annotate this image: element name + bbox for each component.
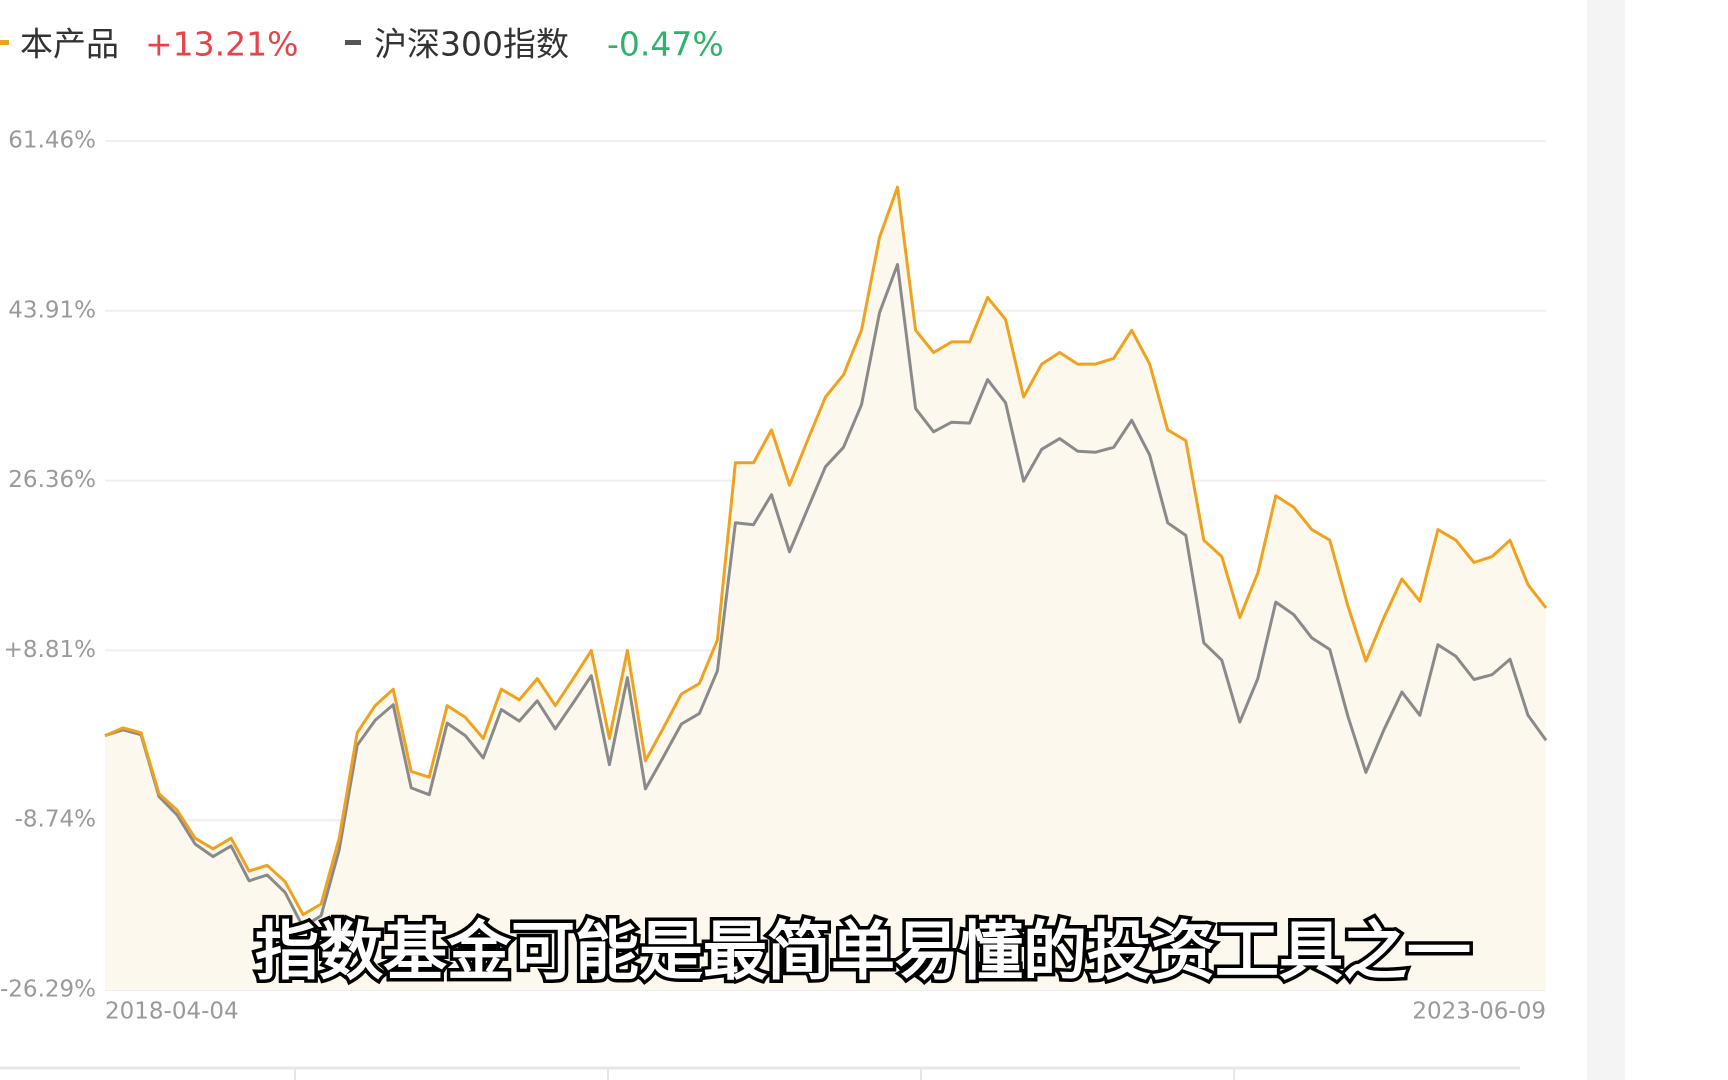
caption: 指数基金可能是最简单易懂的投资工具之一	[255, 916, 1471, 990]
plot	[104, 185, 1548, 991]
y-tick-label: 43.91%	[8, 297, 96, 323]
legend-label: 沪深300指数	[374, 25, 569, 64]
y-tick-label: +8.81%	[4, 637, 96, 663]
line	[104, 185, 1548, 917]
x-tick-label: 2018-04-04	[105, 999, 239, 1025]
legend-swatch	[0, 40, 9, 45]
x-tick-label: 2023-06-09	[1412, 999, 1546, 1025]
legend-swatch	[345, 40, 361, 45]
y-tick-label: 61.46%	[8, 128, 96, 154]
area	[105, 187, 1546, 991]
line	[104, 263, 1548, 929]
legend-change: -0.47%	[607, 25, 724, 64]
legend-change: +13.21%	[145, 25, 298, 64]
side-panel	[1587, 0, 1625, 1080]
y-tick-label: 26.36%	[8, 467, 96, 493]
y-tick-label: -8.74%	[15, 807, 96, 833]
labels: 61.46% 43.91% 26.36% +8.81% -8.74% -26.29% 201…	[0, 128, 1546, 1025]
y-tick-label: -26.29%	[0, 977, 96, 1003]
legend-label: 本产品	[20, 25, 119, 64]
